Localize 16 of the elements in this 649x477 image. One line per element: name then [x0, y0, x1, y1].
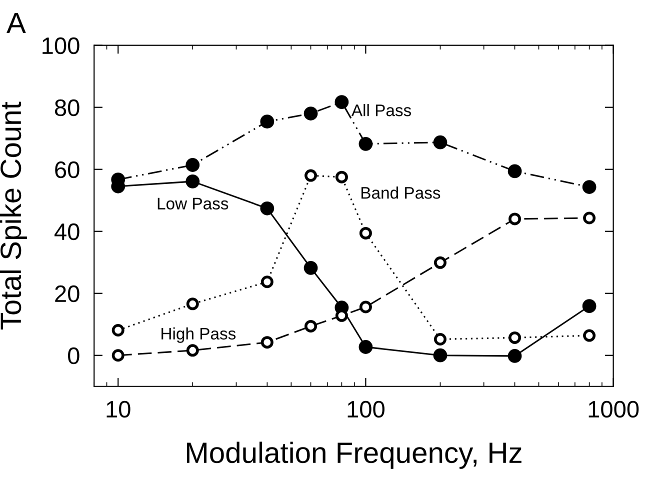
series-label: High Pass	[162, 327, 236, 343]
y-tick-label: 20	[55, 285, 80, 302]
y-tick-label: 100	[42, 37, 80, 54]
x-tick-label: 10	[106, 400, 130, 418]
x-tick-label: 1000	[588, 400, 639, 418]
x-tick-label: 100	[348, 400, 384, 418]
y-tick-label: 60	[55, 161, 80, 178]
series-label: Band Pass	[362, 186, 440, 199]
series-label: All Pass	[351, 104, 412, 116]
series-label: Low Pass	[158, 198, 228, 210]
text: A	[6, 12, 26, 34]
y-axis-title: Total Spike Count	[0, 102, 27, 330]
x-axis-title: Modulation Frequency, Hz	[186, 442, 522, 469]
y-tick-label: 80	[54, 99, 80, 116]
y-tick-label: 0	[68, 347, 80, 364]
y-tick-label: 40	[54, 223, 80, 240]
